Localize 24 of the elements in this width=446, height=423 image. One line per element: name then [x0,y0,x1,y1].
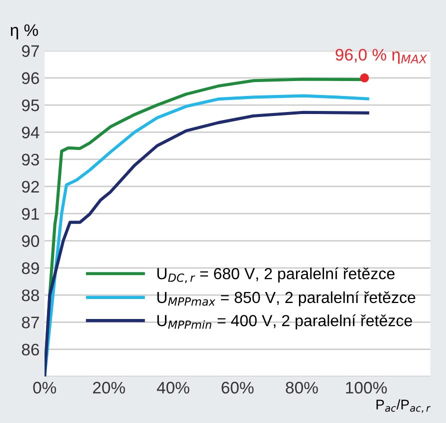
y-tick-label: 95 [22,99,40,112]
y-tick-label: 90 [22,235,40,247]
y-tick-label: 92 [22,180,39,193]
y-tick-label: 96 [22,72,40,84]
legend-label: U$_{MPPmin}$ = 400 V, 2 paralelní řetězce [157,314,412,330]
x-tick-label: 100% [346,382,387,394]
legend-label: U$_{DC,r}$ = 680 V, 2 paralelní řetězce [157,267,395,284]
x-tick-label: 20% [93,382,125,394]
annotation: 96,0 % η$_{MAX}$ [336,48,428,64]
y-tick-label: 91 [22,208,39,220]
x-axis-title: P$_{ac}$/P$_{ac,r}$ [376,399,431,413]
x-tick-label: 0% [33,382,56,394]
x-tick-label: 80% [286,382,318,394]
x-tick-label: 60% [222,382,254,394]
y-tick-label: 94 [22,126,40,138]
y-axis-title: η % [10,24,38,40]
y-tick-label: 87 [22,316,39,328]
y-tick-label: 86 [22,344,40,356]
y-tick-label: 89 [22,262,39,274]
x-tick-label: 40% [156,382,190,394]
y-tick-label: 97 [22,45,39,57]
legend-label: U$_{MPPmax}$ = 850 V, 2 paralelní řetězce [157,291,416,306]
y-tick-label: 88 [22,289,40,302]
y-tick-label: 93 [22,154,40,166]
